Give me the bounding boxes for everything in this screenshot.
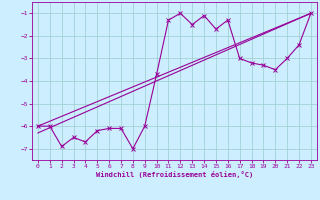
X-axis label: Windchill (Refroidissement éolien,°C): Windchill (Refroidissement éolien,°C)	[96, 171, 253, 178]
